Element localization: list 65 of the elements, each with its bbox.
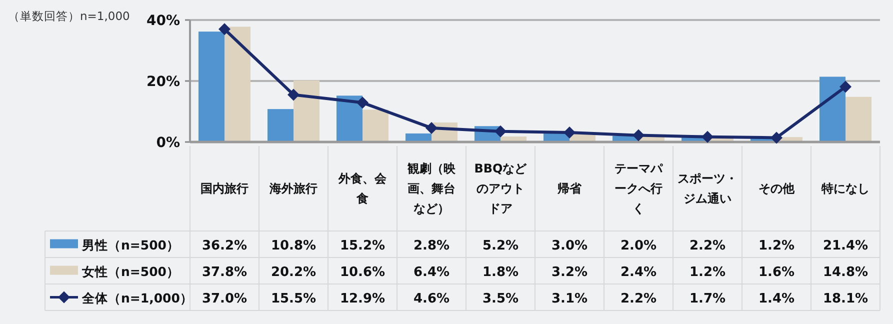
y-tick-label: 0%	[156, 135, 180, 151]
point	[426, 122, 438, 134]
data-label: 1.7%	[689, 291, 726, 306]
bar	[294, 80, 320, 142]
point	[702, 130, 714, 143]
data-label: 15.2%	[340, 238, 386, 254]
x-tick-label: 海外旅行	[268, 182, 318, 196]
data-label: 6.4%	[413, 264, 450, 280]
data-label: 20.2%	[270, 264, 316, 280]
data-label: 2.2%	[689, 238, 726, 254]
point	[356, 96, 368, 109]
bar	[336, 96, 362, 142]
data-label: 1.4%	[758, 291, 795, 306]
point	[564, 126, 576, 139]
data-label: 10.6%	[340, 264, 386, 280]
x-tick-label: テーマパークへ行く	[614, 162, 664, 216]
point	[288, 88, 300, 101]
data-label: 14.8%	[822, 264, 868, 280]
x-tick-label: 観劇（映画、舞台など）	[406, 162, 456, 216]
y-tick-label: 20%	[146, 74, 180, 90]
legend-label: 男性（n=500）	[81, 237, 180, 252]
point	[494, 125, 506, 138]
bar	[362, 110, 388, 142]
data-label: 2.4%	[620, 264, 657, 280]
data-label: 2.2%	[620, 291, 657, 306]
x-tick-label: スポーツ・ジム通い	[678, 172, 738, 206]
data-label: 12.9%	[340, 291, 386, 306]
point	[632, 129, 644, 142]
data-label: 10.8%	[270, 238, 316, 254]
data-label: 1.8%	[482, 264, 519, 280]
x-tick-label: 特になし	[820, 182, 870, 196]
data-label: 2.8%	[413, 238, 450, 254]
data-label: 1.6%	[758, 264, 795, 280]
legend-label: 全体（n=1,000）	[81, 290, 193, 306]
data-label: 3.2%	[551, 264, 588, 280]
data-label: 3.1%	[551, 291, 588, 306]
y-tick-label: 40%	[146, 13, 180, 29]
bar	[846, 96, 872, 142]
data-label: 18.1%	[822, 291, 868, 306]
point	[840, 80, 852, 93]
x-tick-label: 国内旅行	[200, 182, 248, 196]
x-tick-label: 帰省	[556, 182, 582, 196]
x-tick-label: 外食、会食	[338, 172, 388, 206]
legend-label: 女性（n=500）	[81, 264, 180, 279]
data-label: 3.5%	[482, 291, 519, 306]
data-label: 37.0%	[202, 291, 248, 306]
data-label: 15.5%	[270, 291, 316, 306]
point	[218, 23, 230, 36]
data-label: 21.4%	[822, 238, 868, 254]
data-label: 1.2%	[689, 264, 726, 280]
data-label: 37.8%	[202, 264, 248, 280]
point	[770, 132, 782, 144]
bar	[198, 32, 224, 142]
data-label: 3.0%	[551, 238, 588, 254]
data-label: 36.2%	[202, 238, 248, 254]
x-tick-label: その他	[758, 182, 796, 196]
x-tick-label: BBQなどのアウトドア	[474, 162, 528, 216]
bar	[268, 109, 294, 142]
data-label: 5.2%	[482, 238, 519, 254]
data-label: 1.2%	[758, 238, 795, 254]
data-label: 4.6%	[413, 291, 450, 306]
text: （単数回答）n=1,000	[8, 9, 130, 23]
bar	[224, 26, 250, 142]
data-label: 2.0%	[620, 238, 657, 254]
bar	[820, 76, 846, 142]
